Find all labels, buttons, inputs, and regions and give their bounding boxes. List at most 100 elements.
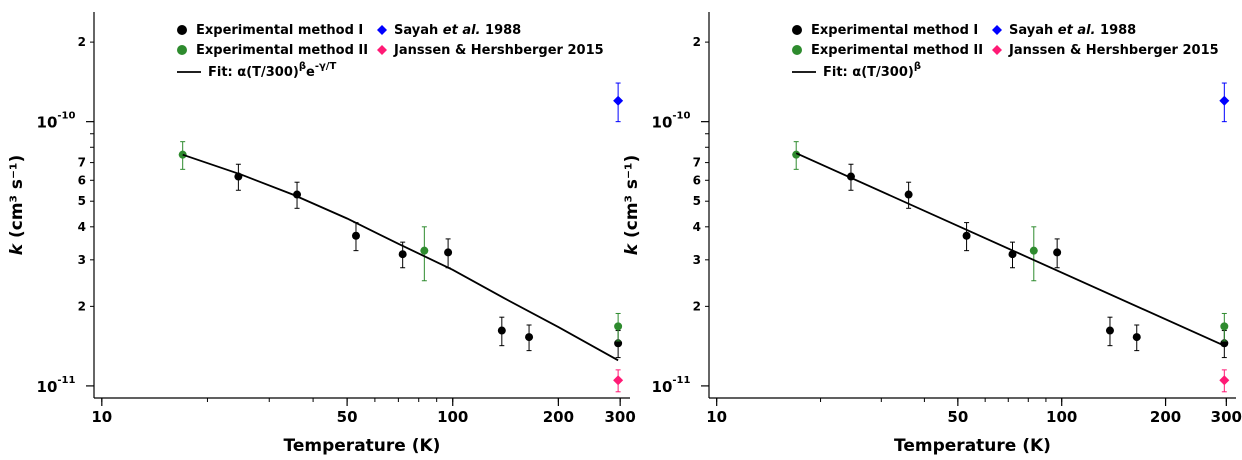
y-minor-tick-label: 4 [78, 220, 86, 234]
legend-label: Sayah et al. 1988 [1009, 23, 1136, 38]
y-minor-tick-label: 4 [693, 220, 701, 234]
y-tick-mantissa: 10 [652, 378, 673, 396]
legend-superscript: β [914, 61, 921, 72]
legend-marker-diamond [992, 25, 1002, 35]
y-major-tick-label: 10-10 [37, 111, 76, 132]
y-minor-tick-label: 3 [693, 253, 701, 267]
legend-label: Experimental method I [811, 23, 978, 38]
data-point [1053, 248, 1062, 257]
fit-line [795, 152, 1225, 347]
fit-line [182, 153, 619, 362]
series-experimental-method-ii [792, 141, 1229, 342]
x-tick-label: 300 [1211, 408, 1242, 426]
data-point [614, 322, 623, 331]
legend-label-italic: et al. [443, 23, 481, 38]
legend-marker-circle [177, 25, 187, 35]
y-major-tick-label: 10-11 [37, 375, 76, 396]
legend-label-italic: et al. [1058, 23, 1096, 38]
legend-label: Fit: α(T/300)β [823, 61, 921, 80]
legend-label-part: Sayah [1009, 23, 1058, 38]
y-tick-mantissa: 10 [652, 114, 673, 132]
y-minor-tick-label: 2 [78, 299, 86, 313]
x-tick-label: 10 [706, 408, 727, 426]
legend-label-part: 1988 [1096, 23, 1137, 38]
y-minor-tick-label: 6 [693, 173, 701, 187]
x-tick-label: 200 [1150, 408, 1181, 426]
legend-label: Fit: α(T/300)βe-γ/T [208, 61, 336, 80]
chart-panel-1: 10 50 100 200 300234567210-1110-10Temperatur… [7, 12, 636, 456]
legend-marker-circle [792, 45, 802, 55]
x-tick-label: 100 [437, 408, 468, 426]
x-axis-title: Temperature (K) [284, 436, 441, 455]
data-point [444, 248, 453, 257]
legend-label: Experimental method II [196, 43, 368, 58]
y-axis-title-k: k [622, 242, 642, 255]
series-sayah-et-al-1988 [613, 82, 624, 123]
y-tick-exponent: -10 [57, 111, 75, 122]
x-tick-label: 300 [605, 408, 636, 426]
series-sayah-et-al-1988 [1219, 82, 1230, 123]
series-janssen-hershberger-2015 [613, 369, 624, 393]
legend-label-part: Sayah [394, 23, 443, 38]
legend-superscript: -γ/T [315, 61, 337, 72]
data-point [1105, 326, 1114, 335]
legend-label: Experimental method I [196, 23, 363, 38]
x-tick-label: 50 [947, 408, 968, 426]
y-minor-tick-label: 3 [78, 253, 86, 267]
legend-label: Janssen & Hershberger 2015 [393, 43, 604, 58]
data-point [792, 150, 801, 159]
y-minor-tick-label: 7 [78, 156, 86, 170]
x-tick-label: 10 [91, 408, 112, 426]
y-major-tick-label: 10-11 [652, 375, 691, 396]
legend-label-part: Fit: α(T/300) [208, 65, 299, 80]
legend-marker-diamond [992, 45, 1002, 55]
y-axis-title-k: k [7, 242, 27, 255]
data-point-diamond [1219, 95, 1230, 106]
legend-marker-circle [792, 25, 802, 35]
y-tick-exponent: -10 [672, 111, 690, 122]
data-point [525, 333, 534, 342]
chart-panel-2: 10 50 100 200 300234567210-1110-10Temperatur… [622, 12, 1242, 456]
data-point [962, 231, 971, 240]
y-tick-exponent: -11 [672, 375, 690, 386]
legend-superscript: β [299, 61, 306, 72]
legend-label: Janssen & Hershberger 2015 [1008, 43, 1219, 58]
y-minor-tick-label: 2 [693, 299, 701, 313]
legend: Experimental method I Experimental method… [177, 23, 604, 80]
y-minor-tick-label: 5 [78, 194, 86, 208]
legend-label-part: Fit: α(T/300) [823, 65, 914, 80]
data-point [904, 190, 913, 199]
series-fit-t-300- [795, 152, 1225, 347]
legend-label-part: e [306, 65, 315, 80]
y-axis-title-units: (cm³ s⁻¹) [622, 155, 642, 244]
y-major-tick-label: 10-10 [652, 111, 691, 132]
y-minor-tick-label: 5 [693, 194, 701, 208]
x-tick-label: 50 [337, 408, 358, 426]
legend-marker-circle [177, 45, 187, 55]
series-experimental-method-ii [178, 141, 623, 342]
series-janssen-hershberger-2015 [1219, 369, 1230, 393]
data-point-diamond [613, 375, 624, 386]
y-minor-tick-label: 7 [693, 156, 701, 170]
data-point-diamond [613, 95, 624, 106]
data-point [420, 246, 429, 255]
data-point [1029, 246, 1038, 255]
data-point [351, 231, 360, 240]
data-point [1220, 322, 1229, 331]
y-axis-title: k (cm³ s⁻¹) [622, 155, 642, 255]
y-axis-title-units: (cm³ s⁻¹) [7, 155, 27, 244]
y-tick-mantissa: 10 [37, 378, 58, 396]
series-fit-t-300-e-t- [182, 153, 619, 362]
x-tick-label: 200 [543, 408, 574, 426]
legend-label: Sayah et al. 1988 [394, 23, 521, 38]
legend: Experimental method I Experimental method… [792, 23, 1219, 80]
x-tick-label: 100 [1046, 408, 1077, 426]
y-minor-tick-label: 2 [693, 35, 701, 49]
y-tick-mantissa: 10 [37, 114, 58, 132]
legend-marker-diamond [377, 45, 387, 55]
x-axis-title: Temperature (K) [894, 436, 1051, 455]
legend-marker-diamond [377, 25, 387, 35]
data-point [178, 150, 187, 159]
